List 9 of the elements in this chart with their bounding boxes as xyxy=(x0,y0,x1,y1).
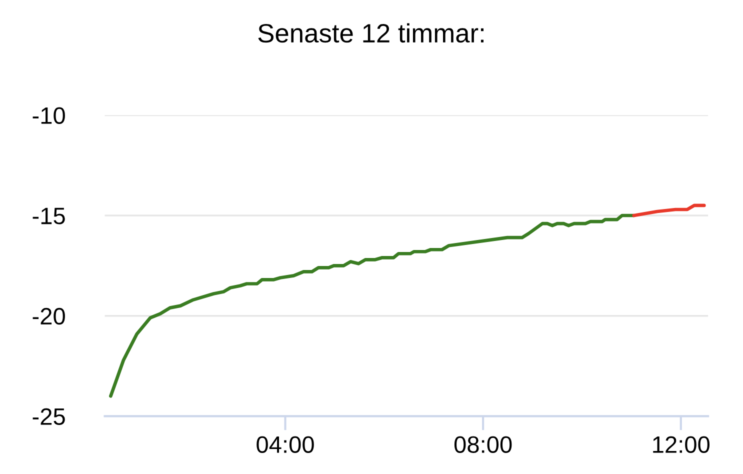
x-tick-label: 08:00 xyxy=(454,436,512,453)
y-tick-label: -10 xyxy=(32,107,65,124)
line-series xyxy=(632,204,706,218)
y-tick-label: -25 xyxy=(32,408,65,425)
chart-title: Senaste 12 timmar: xyxy=(258,23,484,43)
x-tick-label: 12:00 xyxy=(653,436,710,453)
x-tick-label: 04:00 xyxy=(256,436,314,453)
y-tick-label: -20 xyxy=(32,308,65,325)
y-tick-label: -15 xyxy=(32,208,65,224)
